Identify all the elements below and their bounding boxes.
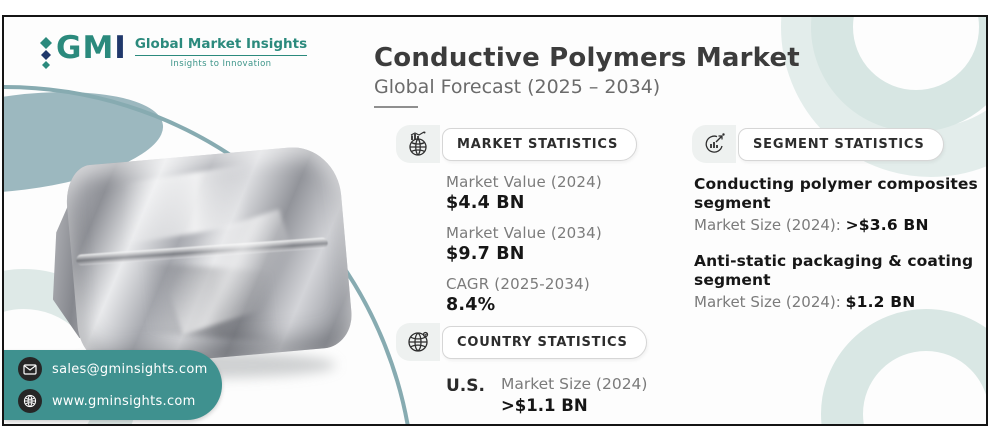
page-subtitle: Global Forecast (2025 – 2034) — [374, 76, 661, 98]
contact-email-link[interactable]: sales@gminsights.com — [18, 357, 222, 381]
title-block: Conductive Polymers Market Global Foreca… — [374, 43, 800, 108]
content-frame: GMI Global Market Insights Insights to I… — [2, 15, 988, 426]
page-title: Conductive Polymers Market — [374, 43, 800, 73]
segment-name: Anti-static packaging & coating segment — [694, 251, 974, 289]
subtitle-underline — [374, 106, 418, 108]
contact-website-link[interactable]: www.gminsights.com — [18, 389, 222, 413]
market-statistics-icon-tile — [396, 125, 440, 163]
country-stat-value: >$1.1 BN — [500, 396, 588, 415]
segment-statistics-icon-tile — [692, 125, 736, 163]
pie-chart-arrow-icon — [705, 133, 725, 153]
segment-value: $1.2 BN — [845, 292, 916, 311]
stat-market-value-2024: Market Value (2024) $4.4 BN — [446, 173, 637, 213]
gmi-logo-wordmark: Global Market Insights Insights to Innov… — [134, 33, 308, 69]
gmi-logo: GMI Global Market Insights Insights to I… — [38, 30, 308, 73]
stat-label: Market Value (2034) — [446, 224, 602, 242]
segment-statistics-heading: SEGMENT STATISTICS — [738, 127, 944, 161]
country-statistics-icon-tile — [396, 323, 440, 361]
segment-size: Market Size (2024): $1.2 BN — [694, 292, 916, 311]
product-image-foil-bag — [46, 143, 356, 378]
country-stat-row: U.S. Market Size (2024) >$1.1 BN — [446, 375, 647, 415]
market-statistics-section: MARKET STATISTICS Market Value (2024) $4… — [396, 125, 638, 326]
market-statistics-header: MARKET STATISTICS — [396, 125, 638, 163]
stat-value: $4.4 BN — [446, 193, 525, 213]
segment-size: Market Size (2024): >$3.6 BN — [694, 215, 929, 234]
country-name: U.S. — [446, 376, 485, 396]
brand-name: Global Market Insights — [134, 36, 308, 56]
globe-bar-chart-icon — [409, 131, 427, 156]
segment-antistatic: Anti-static packaging & coating segment … — [694, 251, 986, 311]
stat-market-value-2034: Market Value (2034) $9.7 BN — [446, 224, 637, 264]
segment-value: >$3.6 BN — [845, 215, 929, 234]
contact-bar: sales@gminsights.com www.gminsights.com — [4, 350, 222, 420]
gmi-logo-text: GMI — [56, 30, 127, 66]
country-statistics-header: COUNTRY STATISTICS — [396, 323, 647, 361]
stat-value: $9.7 BN — [446, 244, 525, 264]
country-statistics-heading: COUNTRY STATISTICS — [442, 325, 647, 359]
segment-composites: Conducting polymer composites segment Ma… — [694, 175, 986, 234]
stat-label: Market Value (2024) — [446, 173, 602, 191]
gmi-logo-mark-icon — [38, 37, 54, 73]
stat-cagr: CAGR (2025-2034) 8.4% — [446, 275, 637, 315]
country-stat-label: Market Size (2024) — [500, 375, 648, 393]
market-statistics-heading: MARKET STATISTICS — [442, 127, 638, 161]
website-globe-icon — [18, 389, 42, 413]
country-statistics-section: COUNTRY STATISTICS U.S. Market Size (202… — [396, 323, 647, 415]
stat-value: 8.4% — [446, 295, 496, 315]
contact-website-text: www.gminsights.com — [52, 393, 196, 409]
stat-label: CAGR (2025-2034) — [446, 275, 590, 293]
segment-name: Conducting polymer composites segment — [694, 175, 978, 212]
country-stat: Market Size (2024) >$1.1 BN — [501, 375, 648, 415]
globe-icon — [408, 331, 429, 352]
decor-ring-bottom-right — [821, 309, 986, 424]
contact-email-text: sales@gminsights.com — [52, 361, 208, 377]
brand-tagline: Insights to Innovation — [170, 59, 272, 69]
segment-statistics-header: SEGMENT STATISTICS — [692, 125, 986, 163]
market-statistics-list: Market Value (2024) $4.4 BN Market Value… — [446, 173, 637, 315]
segment-statistics-section: SEGMENT STATISTICS Conducting polymer co… — [692, 125, 986, 311]
email-icon — [18, 357, 42, 381]
